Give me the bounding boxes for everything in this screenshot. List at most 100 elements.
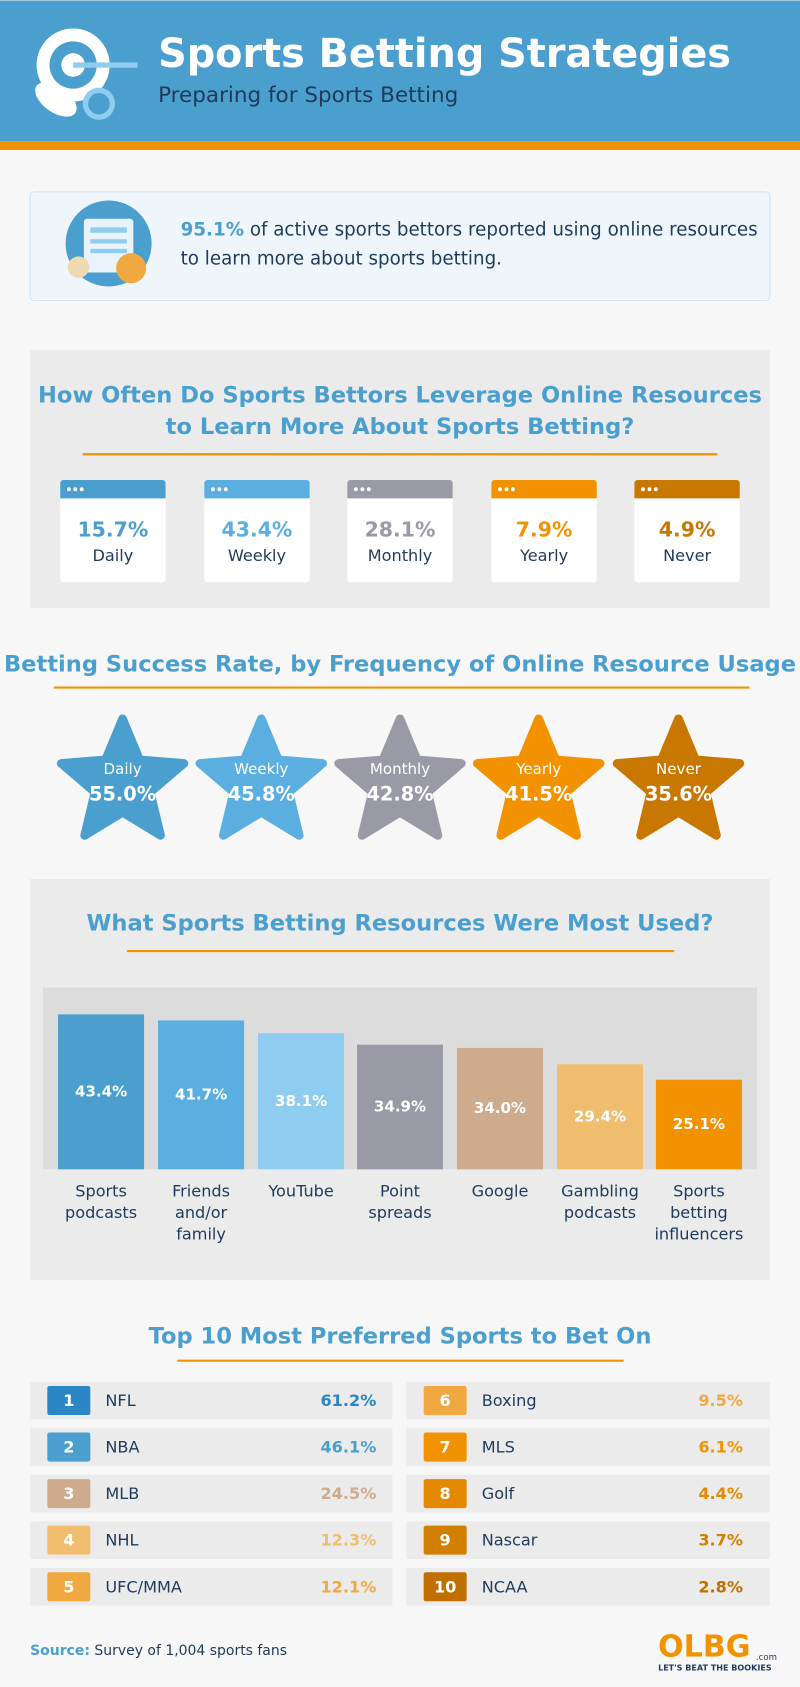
rank-badge [47,1572,91,1602]
source: Source: Survey of 1,004 sports fans [30,1643,287,1659]
title: Sports Betting Strategies [158,31,731,77]
stat-highlight: 95.1% [181,220,244,241]
sport-value: 46.1% [320,1438,376,1457]
card-dot [66,487,71,492]
card-dot [647,487,652,492]
rank: 2 [63,1438,74,1457]
category-label: family [176,1224,226,1243]
sport-value: 4.4% [698,1484,743,1503]
stat-line: 95.1% of active sports bettors reported … [181,220,758,241]
sport-value: 3.7% [698,1531,743,1550]
card-value: 15.7% [77,518,148,542]
category-label: Sports [75,1181,127,1200]
sport-value: 12.3% [320,1531,376,1550]
card [347,480,453,583]
star-label: Weekly [234,760,288,778]
category-label: Sports [673,1181,725,1200]
card-value: 28.1% [365,518,436,542]
bar-label: 29.4% [574,1107,626,1125]
row [406,1521,770,1559]
sport-name: Boxing [482,1391,537,1410]
rank: 10 [434,1577,456,1596]
bar-label: 41.7% [175,1085,227,1103]
bar [158,1020,245,1170]
source-label: Source: [30,1643,90,1659]
sport-name: NHL [105,1531,138,1550]
bar [58,1014,145,1170]
rank-badge [423,1572,467,1602]
category-label: Friends [172,1181,230,1200]
card-dot [223,487,228,492]
card-dot [360,487,365,492]
star-value: 55.0% [89,783,156,806]
row [406,1474,770,1513]
category-label: podcasts [65,1203,137,1222]
category-label: spreads [368,1203,431,1222]
sport-name: NCAA [482,1577,528,1596]
header-stripe [0,141,800,150]
card-header [347,480,453,499]
stat-box [29,191,771,302]
stat-icon [65,200,152,287]
logo-suffix: .com [756,1653,777,1663]
card-value: 7.9% [516,518,573,542]
card-label: Monthly [368,546,433,565]
rank: 6 [440,1391,451,1410]
sport-name: MLS [482,1438,515,1457]
rank-badge [423,1525,467,1555]
star-label: Monthly [370,760,430,778]
star [334,714,466,840]
bar-label: 34.9% [374,1098,426,1116]
category-label: Google [472,1181,529,1200]
sport-name: UFC/MMA [105,1577,182,1596]
card [491,480,597,583]
sport-name: Golf [482,1484,515,1503]
bar [258,1033,345,1170]
card-value: 43.4% [222,518,293,542]
card-header [60,480,166,499]
category-label: and/or [175,1203,228,1222]
source-text: Survey of 1,004 sports fans [94,1643,287,1659]
card-label: Never [663,546,711,565]
card-label: Yearly [519,546,569,565]
star [612,714,745,840]
sport-name: MLB [105,1484,139,1503]
section-title: to Learn More About Sports Betting? [166,414,635,440]
card-dot [73,487,78,492]
row [30,1521,393,1559]
card-dot [79,487,84,492]
bar-label: 38.1% [275,1092,327,1110]
category-label: Point [380,1181,420,1200]
card-dot [353,487,358,492]
bar [356,1044,444,1170]
rank: 3 [63,1484,74,1503]
star [195,714,327,840]
sport-value: 2.8% [698,1577,743,1596]
card-label: Daily [93,546,134,565]
category-label: YouTube [267,1181,334,1200]
row [30,1428,393,1466]
rank: 9 [440,1531,451,1550]
sport-value: 61.2% [320,1391,376,1410]
card-dot [641,487,645,492]
card-dot [498,487,502,492]
rank: 8 [440,1484,451,1503]
rank-badge [423,1385,467,1416]
sport-value: 9.5% [698,1391,743,1410]
card-dot [366,487,371,492]
rank-badge [423,1432,467,1462]
card-dot [504,487,509,492]
star [473,714,605,840]
rank: 4 [63,1531,74,1550]
rank-badge [47,1385,91,1416]
star-value: 41.5% [505,783,572,806]
row [30,1381,393,1420]
rank-badge [423,1479,467,1509]
rank-badge [47,1479,91,1509]
bar-label: 34.0% [474,1099,526,1117]
star-label: Never [656,760,702,778]
row [406,1567,770,1606]
rank: 5 [63,1577,74,1596]
logo: OLBG [658,1629,750,1664]
rank: 1 [63,1391,74,1410]
